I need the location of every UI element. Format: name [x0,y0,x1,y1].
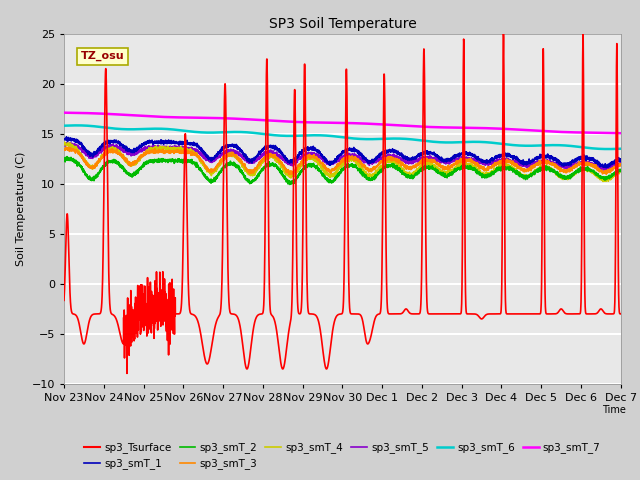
Legend: sp3_Tsurface, sp3_smT_1, sp3_smT_2, sp3_smT_3, sp3_smT_4, sp3_smT_5, sp3_smT_6, : sp3_Tsurface, sp3_smT_1, sp3_smT_2, sp3_… [80,438,605,474]
Y-axis label: Soil Temperature (C): Soil Temperature (C) [16,152,26,266]
Text: TZ_osu: TZ_osu [81,51,124,61]
Title: SP3 Soil Temperature: SP3 Soil Temperature [269,17,416,31]
Text: Time: Time [602,405,627,415]
